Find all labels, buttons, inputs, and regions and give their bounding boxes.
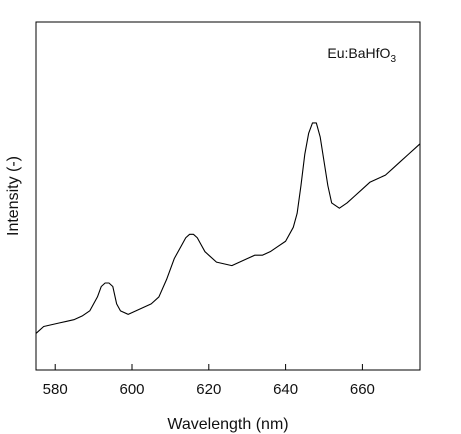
annotation-subscript: 3 <box>390 54 396 65</box>
x-tick-label: 640 <box>273 381 298 398</box>
plot-frame <box>35 21 421 371</box>
intensity-spectrum-line <box>35 122 421 334</box>
x-axis-ticks: 580 600 620 640 660 <box>43 364 375 398</box>
x-tick-label: 600 <box>119 381 144 398</box>
x-tick-label: 660 <box>350 381 375 398</box>
x-axis-title: Wavelength (nm) <box>167 416 288 433</box>
x-tick-label: 580 <box>43 381 68 398</box>
annotation-base: Eu:BaHfO <box>327 45 390 61</box>
x-tick-label: 620 <box>196 381 221 398</box>
sample-annotation: Eu:BaHfO3 <box>327 45 396 65</box>
y-axis-title: Intensity (-) <box>5 156 22 236</box>
